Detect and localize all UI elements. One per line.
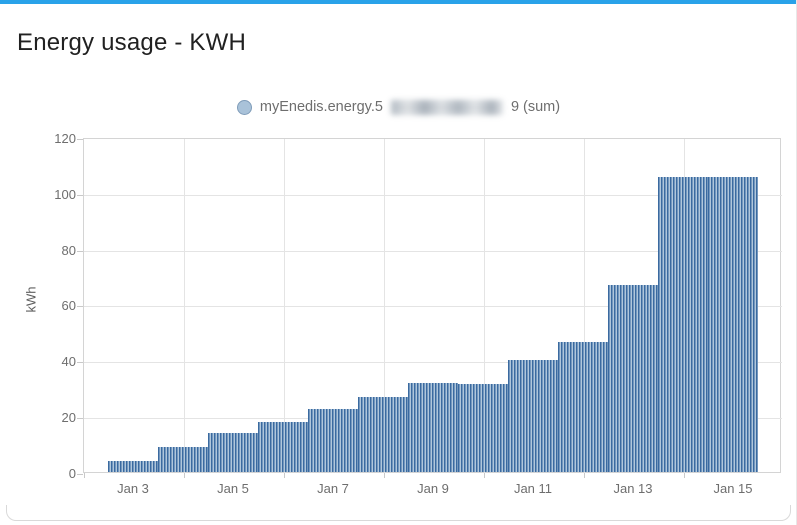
bar-day-jan-7[interactable] <box>308 409 358 472</box>
legend-label-suffix: 9 (sum) <box>510 99 561 115</box>
bar-day-jan-12[interactable] <box>558 342 608 472</box>
gridline-h <box>84 306 782 307</box>
x-axis-tick <box>584 473 585 478</box>
x-axis-tick <box>84 473 85 478</box>
page-title: Energy usage - KWH <box>17 29 247 56</box>
bar-day-jan-6[interactable] <box>258 422 308 472</box>
bar-day-jan-9[interactable] <box>408 383 458 472</box>
gridline-v <box>484 139 485 474</box>
y-tick-label: 80 <box>61 243 76 258</box>
bar-day-jan-13[interactable] <box>608 285 658 472</box>
y-tick-label: 40 <box>61 354 76 369</box>
chart-legend[interactable]: myEnedis.energy.5 9 (sum) <box>0 99 797 115</box>
gridline-h <box>84 362 782 363</box>
x-tick-label: Jan 15 <box>713 481 753 496</box>
gridline-v <box>284 139 285 474</box>
y-axis-tick <box>77 418 83 419</box>
x-axis-tick <box>284 473 285 478</box>
x-tick-label: Jan 7 <box>317 481 349 496</box>
y-tick-label: 0 <box>68 466 76 481</box>
bar-day-jan-10[interactable] <box>458 384 508 472</box>
bar-day-jan-11[interactable] <box>508 360 558 472</box>
gridline-v <box>184 139 185 474</box>
bar-day-jan-15[interactable] <box>708 177 758 472</box>
y-axis-tick <box>77 195 83 196</box>
y-axis-tick <box>77 474 83 475</box>
y-axis-tick <box>77 306 83 307</box>
x-axis-tick <box>184 473 185 478</box>
bar-day-jan-5[interactable] <box>208 433 258 472</box>
x-axis-tick <box>384 473 385 478</box>
y-axis-tick <box>77 251 83 252</box>
y-tick-label: 20 <box>61 410 76 425</box>
bar-day-jan-8[interactable] <box>358 397 408 472</box>
y-tick-label: 60 <box>61 298 76 313</box>
y-axis-tick <box>77 362 83 363</box>
x-tick-label: Jan 5 <box>217 481 249 496</box>
legend-redacted-blur <box>390 99 503 115</box>
x-tick-label: Jan 13 <box>613 481 653 496</box>
x-tick-label: Jan 9 <box>417 481 449 496</box>
gridline-h <box>84 195 782 196</box>
y-axis-tick <box>77 139 83 140</box>
y-tick-label: 100 <box>54 187 76 202</box>
legend-marker-icon <box>236 99 252 115</box>
y-tick-label: 120 <box>54 131 76 146</box>
plot-area <box>77 138 782 478</box>
bar-day-jan-14[interactable] <box>658 177 708 472</box>
card-bottom-border <box>6 505 791 521</box>
gridline-v <box>584 139 585 474</box>
x-axis-tick <box>684 473 685 478</box>
accent-bar <box>0 0 797 4</box>
gridline-v <box>384 139 385 474</box>
bar-day-jan-4[interactable] <box>158 447 208 472</box>
x-axis-tick <box>484 473 485 478</box>
legend-label-prefix: myEnedis.energy.5 <box>259 99 383 115</box>
bar-day-jan-3[interactable] <box>108 461 158 472</box>
gridline-h <box>84 251 782 252</box>
x-tick-label: Jan 3 <box>117 481 149 496</box>
x-tick-label: Jan 11 <box>513 481 553 496</box>
